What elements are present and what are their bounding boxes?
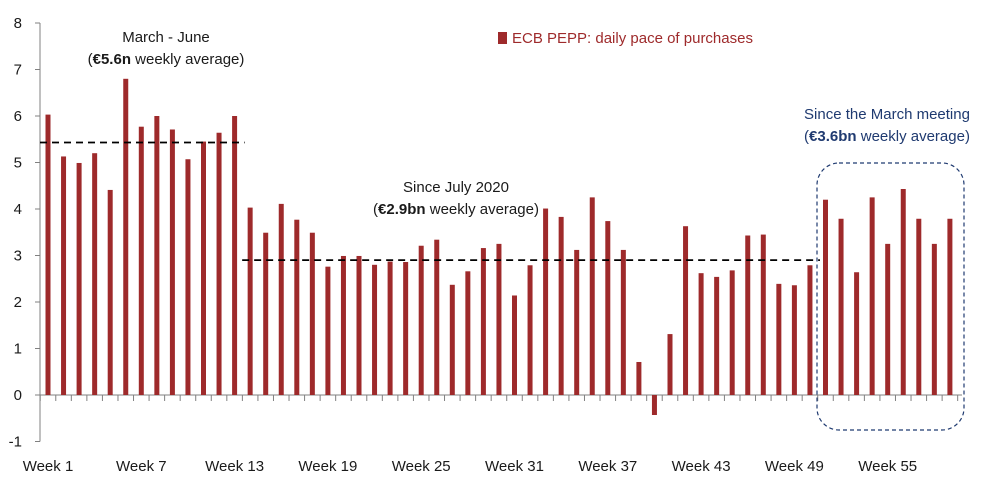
bar [216,132,222,396]
bar [916,218,922,395]
bar [651,395,657,415]
annotation-march-june-title: March - June [122,29,210,46]
y-tick-label: 5 [14,155,22,172]
bar [247,207,253,395]
x-tick-label: Week 31 [485,458,544,475]
bar [900,189,906,395]
annotation-since-july-title: Since July 2020 [403,179,509,196]
bar [325,266,331,395]
bar [185,159,191,395]
y-tick-label: 6 [14,108,22,125]
bar [698,273,704,395]
bar [714,276,720,395]
bar [496,243,502,395]
axes-layer: -1 0 1 2 3 4 5 6 7 8 Week 1 Week 7 Week 13 Week 19 Wee… [9,15,962,475]
bar [760,234,766,395]
bar [340,255,346,395]
y-tick-label: 1 [14,341,22,358]
legend: ECB PEPP: daily pace of purchases [498,30,753,47]
legend-swatch [498,32,507,44]
bar [512,295,517,395]
bar [309,232,315,395]
annotation-since-july-value: (€2.9bn weekly average) [373,201,539,218]
x-tick-label: Week 37 [578,458,637,475]
legend-label: ECB PEPP: daily pace of purchases [512,30,753,47]
bar [480,248,486,395]
bar [123,78,129,396]
y-tick-label: 8 [14,15,22,32]
bar [61,156,67,395]
bar [605,221,611,395]
x-tick-label: Week 7 [116,458,167,475]
bar [278,203,284,395]
bar [947,218,953,395]
bar [620,249,626,395]
y-tick-label: 7 [14,62,22,79]
annotation-since-march-title: Since the March meeting [804,106,970,123]
x-tick-label: Week 25 [392,458,451,475]
y-tick-label: 2 [14,294,22,311]
bar [745,235,751,395]
annotation-march-june: March - June (€5.6n weekly average) [88,29,245,68]
annotation-since-march-value: (€3.6bn weekly average) [804,128,970,145]
bar [465,271,471,395]
bar [885,243,891,395]
x-tick-label: Week 55 [858,458,917,475]
bar [138,126,144,395]
annotation-since-july: Since July 2020 (€2.9bn weekly average) [373,179,539,218]
bars-layer [45,78,953,415]
bar [356,255,362,395]
bar [418,245,424,395]
y-tick-label: -1 [9,434,22,451]
bar [838,218,844,395]
bar [372,264,378,395]
bar [931,243,937,395]
bar [169,129,175,396]
bar [263,232,269,395]
bar [434,239,440,395]
bar [76,162,82,395]
average-lines-layer [40,141,820,262]
bar [232,116,238,395]
bar [776,283,782,395]
bar [527,265,533,395]
bar [107,189,113,395]
bar [154,116,160,395]
y-tick-label: 3 [14,248,22,265]
bar [387,261,393,395]
annotation-march-june-value: (€5.6n weekly average) [88,51,245,68]
bar [791,285,797,395]
x-tick-label: Week 43 [672,458,731,475]
bar [574,249,580,395]
bar [201,141,206,395]
since-march-highlight-box [816,162,965,431]
x-tick-label: Week 13 [205,458,264,475]
y-tick-label: 4 [14,201,22,218]
bar [449,284,455,395]
bar [854,272,860,395]
bar [683,226,689,395]
bar [807,265,813,395]
x-tick-label: Week 1 [23,458,74,475]
bar [92,153,98,395]
bar [636,361,642,395]
bar [543,208,549,395]
bar [403,262,409,395]
bar [558,216,564,395]
bar [667,334,673,395]
y-tick-label: 0 [14,387,22,404]
bar [729,270,735,395]
annotation-since-march-meeting: Since the March meeting (€3.6bn weekly a… [804,106,970,431]
bar [294,219,300,395]
x-tick-label: Week 19 [298,458,357,475]
bar [823,199,828,395]
bar [45,114,51,395]
bar [589,197,595,395]
bar [869,197,875,395]
x-tick-label: Week 49 [765,458,824,475]
